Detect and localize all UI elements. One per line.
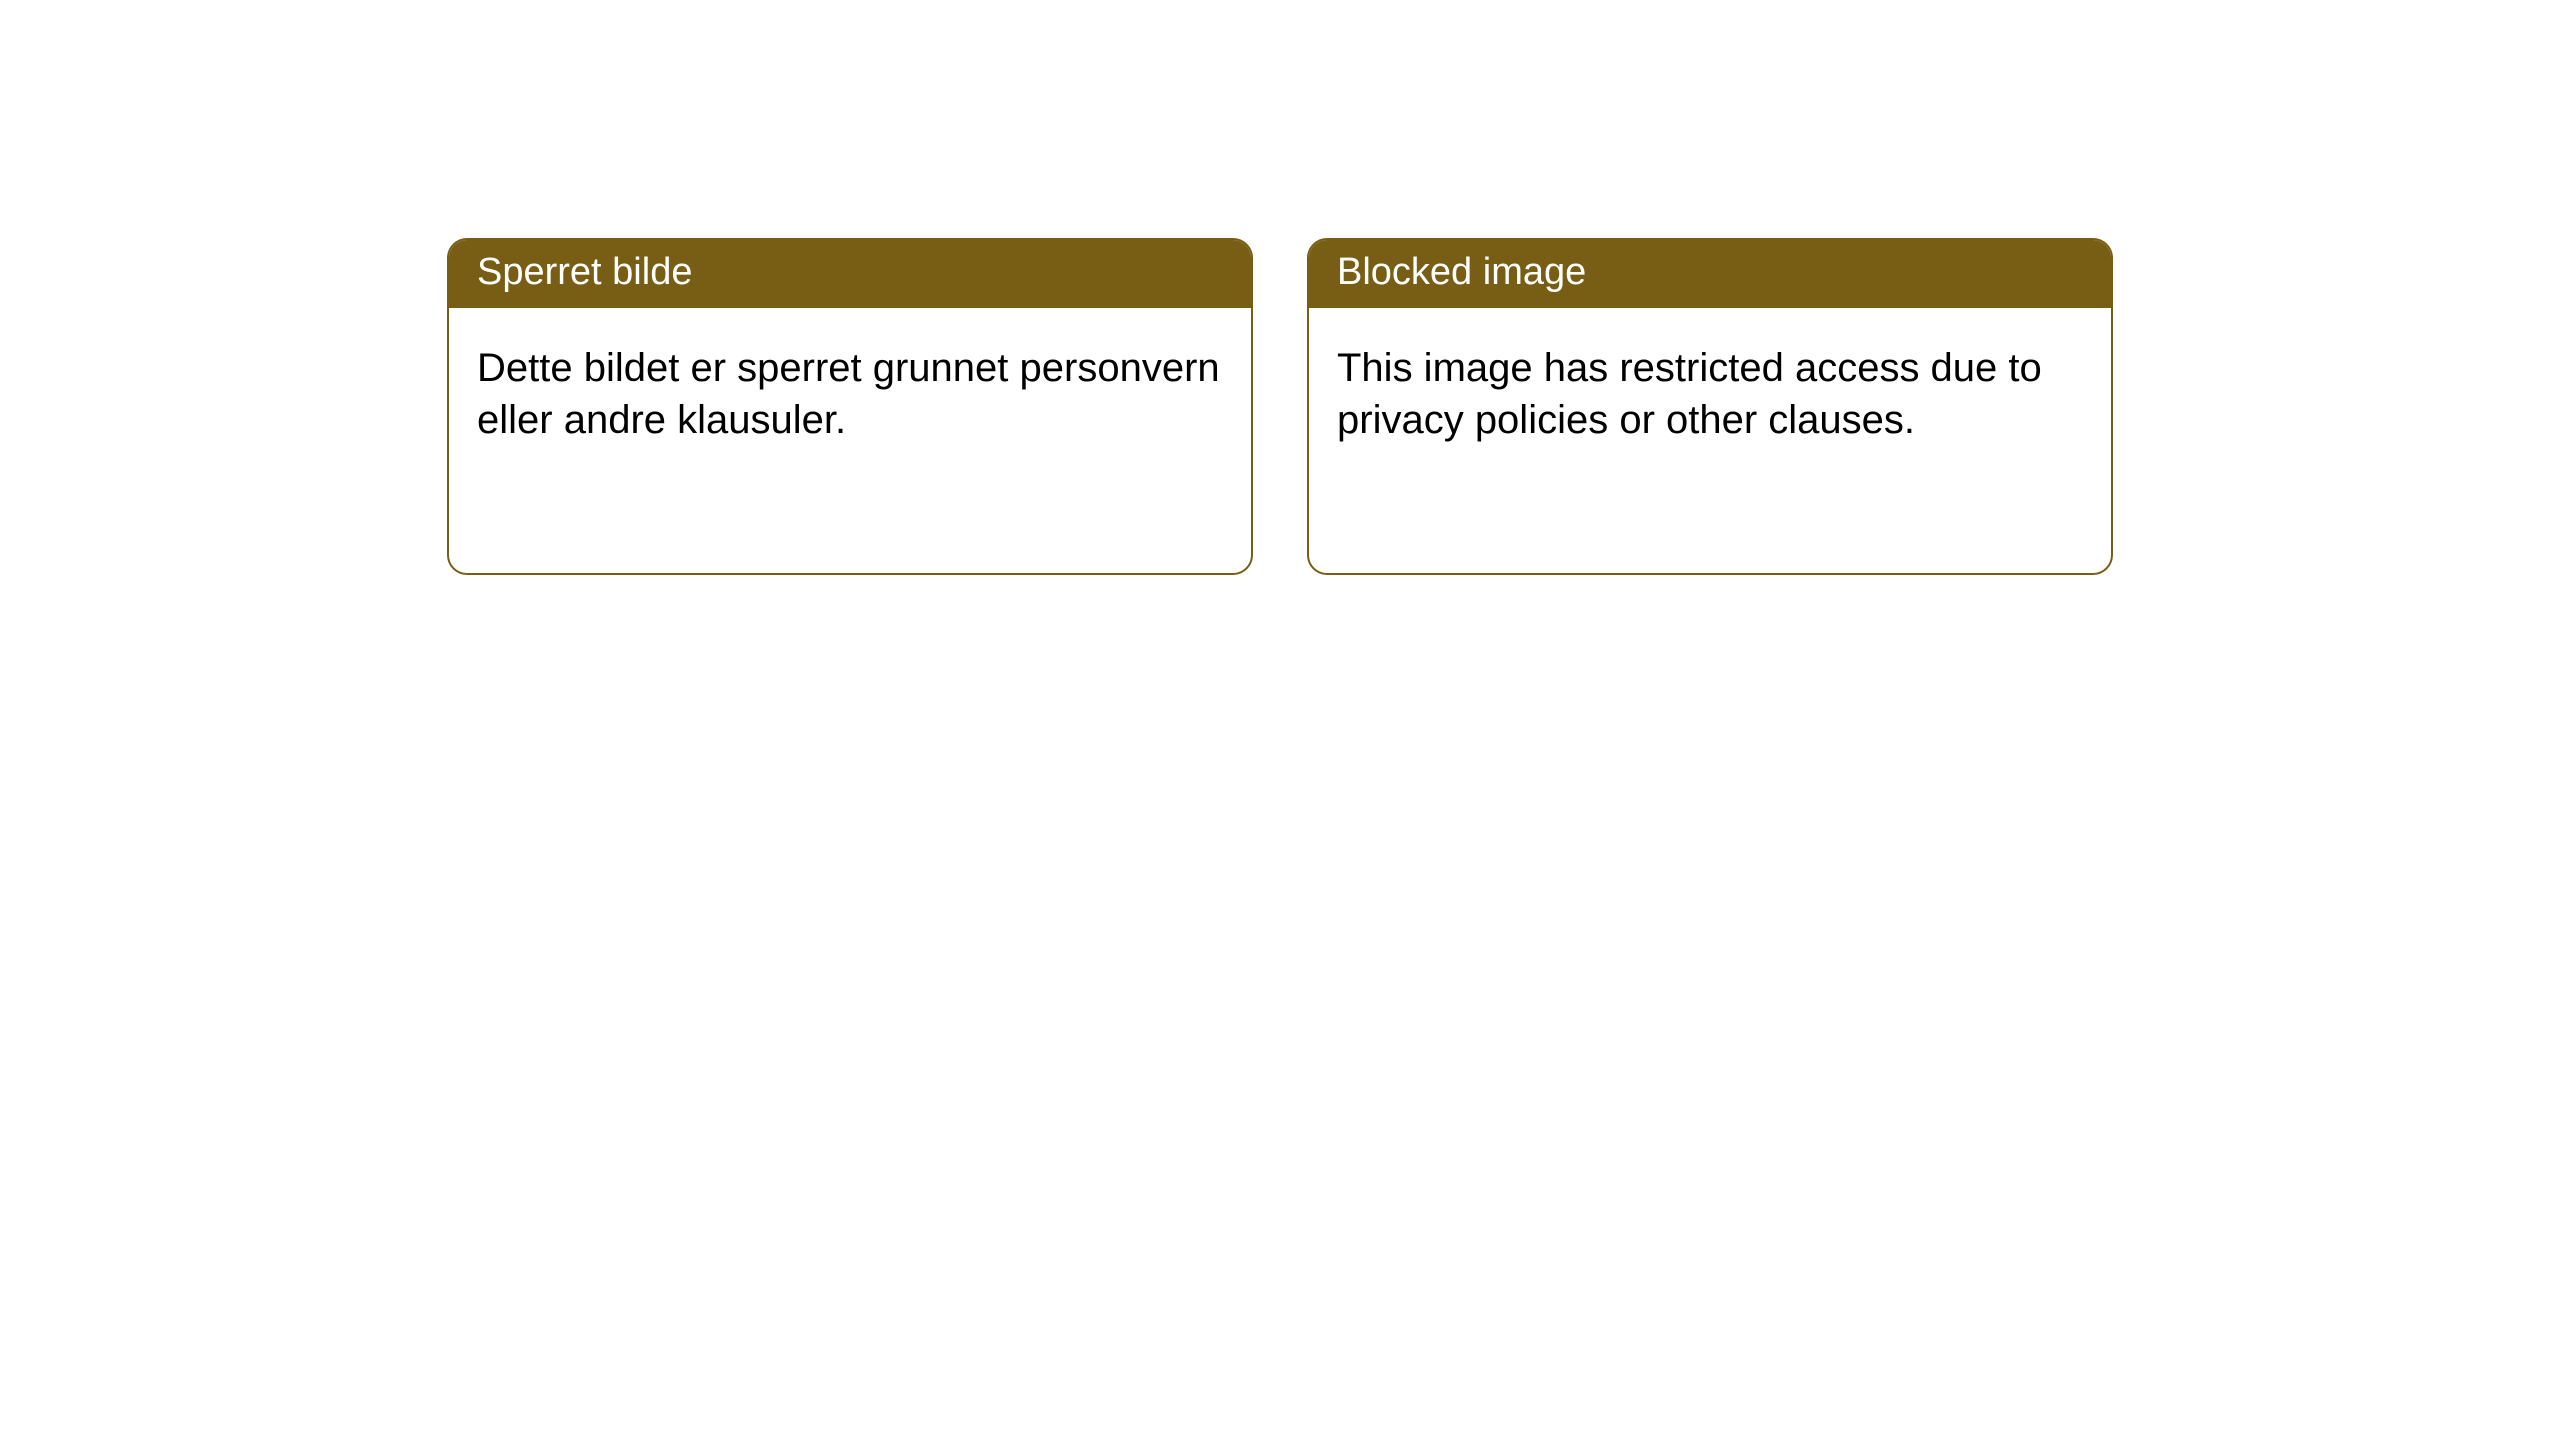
- cards-container: Sperret bilde Dette bildet er sperret gr…: [0, 0, 2560, 575]
- blocked-image-card-no: Sperret bilde Dette bildet er sperret gr…: [447, 238, 1253, 575]
- card-body: This image has restricted access due to …: [1309, 308, 2111, 480]
- card-header: Sperret bilde: [449, 240, 1251, 308]
- card-body: Dette bildet er sperret grunnet personve…: [449, 308, 1251, 480]
- card-title: Sperret bilde: [477, 251, 692, 293]
- blocked-image-card-en: Blocked image This image has restricted …: [1307, 238, 2113, 575]
- card-body-text: Dette bildet er sperret grunnet personve…: [477, 346, 1220, 442]
- card-title: Blocked image: [1337, 251, 1586, 293]
- card-header: Blocked image: [1309, 240, 2111, 308]
- card-body-text: This image has restricted access due to …: [1337, 346, 2042, 442]
